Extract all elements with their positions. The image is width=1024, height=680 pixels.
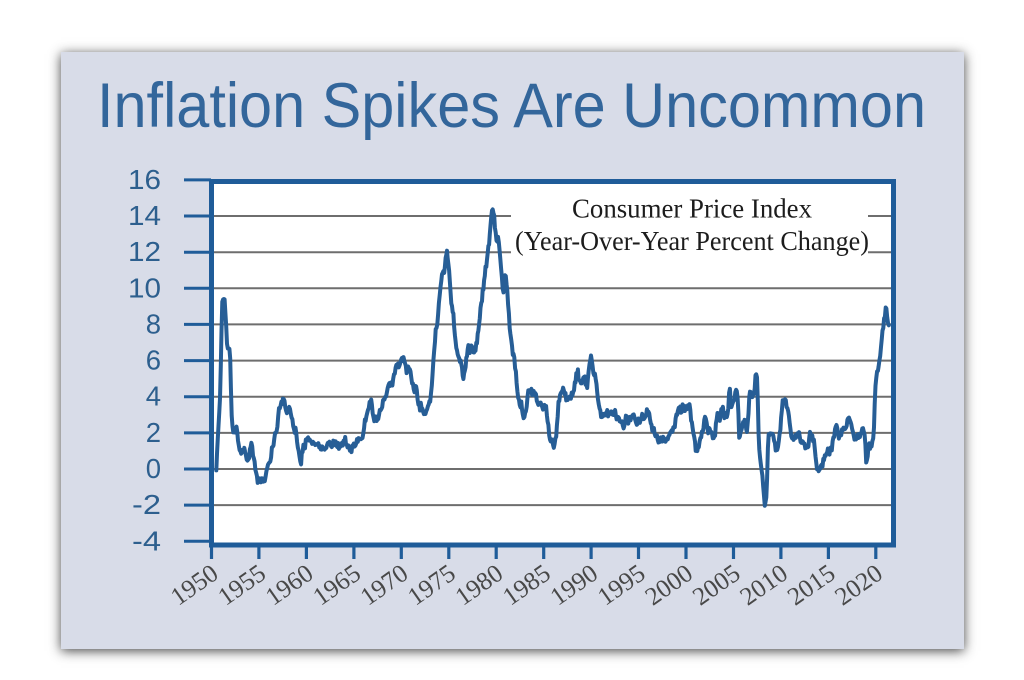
svg-text:14: 14 [128,200,161,231]
svg-text:16: 16 [128,164,161,195]
svg-text:Consumer Price Index: Consumer Price Index [572,194,812,224]
svg-text:8: 8 [146,308,161,339]
svg-text:1960: 1960 [260,558,318,611]
svg-text:(Year-Over-Year Percent Change: (Year-Over-Year Percent Change) [515,226,869,256]
svg-text:0: 0 [146,453,161,484]
svg-text:1955: 1955 [212,558,270,611]
svg-text:-4: -4 [132,525,161,556]
svg-text:Inflation Spikes Are Uncommon: Inflation Spikes Are Uncommon [97,71,926,141]
svg-text:6: 6 [146,345,161,376]
svg-text:1995: 1995 [592,558,650,611]
svg-text:2020: 2020 [829,558,887,611]
svg-text:-2: -2 [132,489,161,520]
svg-text:4: 4 [146,381,161,412]
svg-text:10: 10 [128,272,161,303]
svg-text:1975: 1975 [402,558,460,611]
svg-text:12: 12 [128,236,161,267]
svg-text:1980: 1980 [450,558,508,611]
svg-text:2: 2 [146,417,161,448]
svg-text:2010: 2010 [734,558,792,611]
svg-text:2000: 2000 [640,558,698,611]
